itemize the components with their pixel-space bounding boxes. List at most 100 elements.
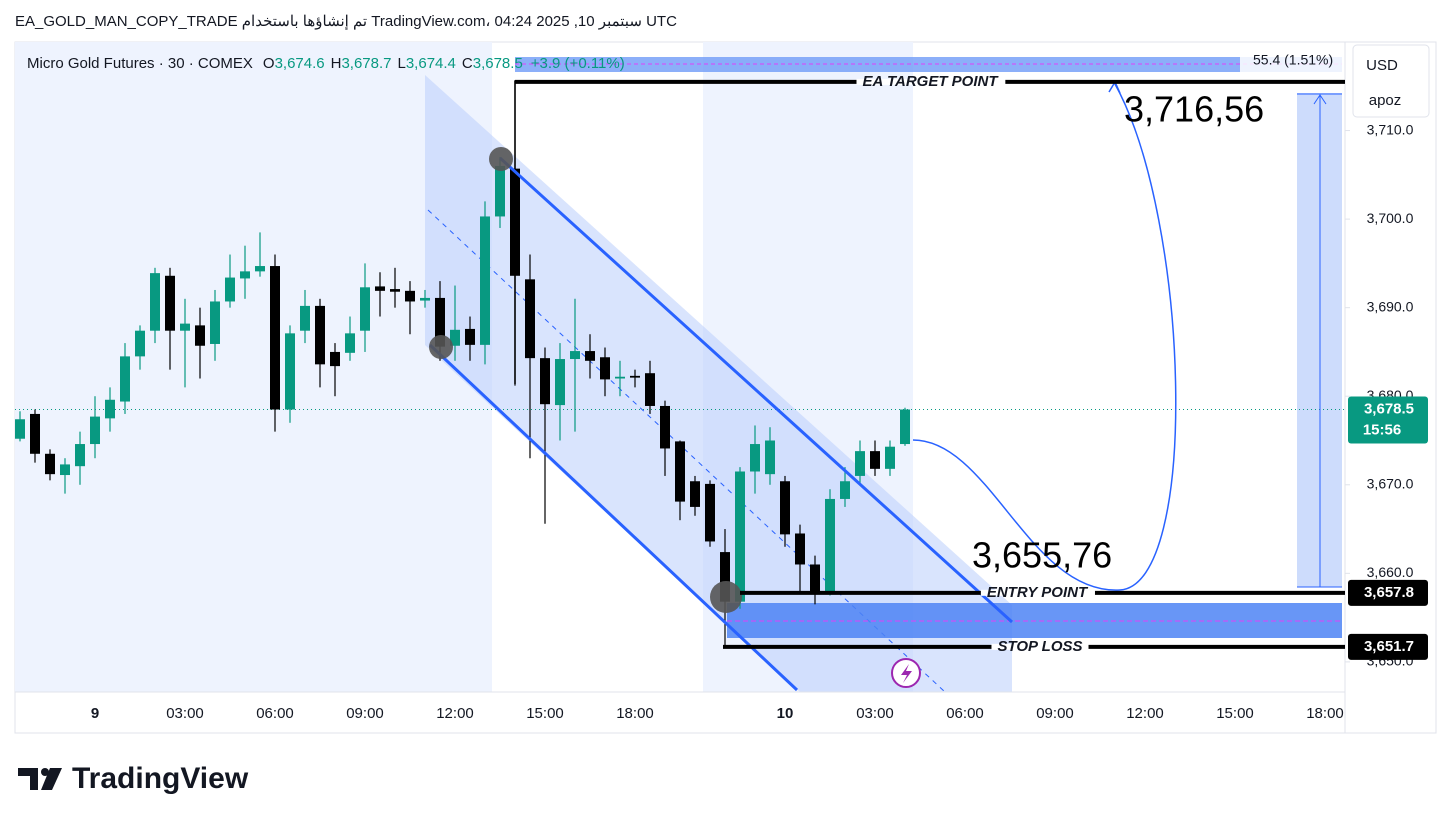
x-tick-label: 09:00 — [1036, 705, 1074, 722]
candle-body — [555, 359, 565, 406]
channel-fill — [425, 75, 1012, 692]
ohlc-value: 3,674.6 — [275, 55, 325, 72]
candle-body — [630, 375, 640, 378]
x-tick-label: 15:00 — [526, 705, 564, 722]
logo-mark — [18, 768, 38, 790]
x-tick-label: 18:00 — [1306, 705, 1344, 722]
candle-body — [480, 216, 490, 345]
level-label: STOP LOSS — [997, 638, 1082, 655]
candle-body — [465, 328, 475, 345]
measure-box — [1240, 44, 1344, 72]
candle-body — [450, 329, 460, 346]
candle-body — [315, 305, 325, 365]
candle-body — [750, 444, 760, 472]
x-tick-label: 15:00 — [1216, 705, 1254, 722]
candle-body — [105, 399, 115, 419]
axis-badge[interactable]: USD — [1366, 57, 1398, 74]
candle-body — [375, 286, 385, 291]
candle-body — [75, 444, 85, 467]
x-tick-label: 03:00 — [166, 705, 204, 722]
candle-body — [15, 419, 25, 439]
candle-body — [180, 323, 190, 331]
x-tick-label: 09:00 — [346, 705, 384, 722]
ohlc-name: L — [398, 55, 406, 72]
candle-body — [780, 481, 790, 535]
candle-body — [735, 471, 745, 602]
candle-body — [525, 279, 535, 359]
pivot — [710, 581, 742, 613]
candle-body — [405, 290, 415, 302]
candle-body — [585, 351, 595, 361]
candle-body — [225, 277, 235, 302]
axis: 3,650.03,660.03,670.03,680.03,690.03,700… — [91, 121, 1414, 722]
callout: 3,655,76 — [972, 535, 1112, 576]
candle-body — [345, 333, 355, 353]
candle-body — [30, 413, 40, 454]
price-label-box — [1348, 579, 1428, 606]
candle-body — [120, 356, 130, 402]
candle-body — [690, 481, 700, 507]
y-tick-label: 3,660.0 — [1367, 564, 1414, 580]
y-tick-label: 3,690.0 — [1367, 298, 1414, 314]
candle-body — [675, 441, 685, 502]
candle-body — [360, 287, 370, 331]
ohlc-name: C — [462, 55, 473, 72]
candle-body — [210, 301, 220, 344]
price-label: 3,651.7 — [1364, 638, 1414, 655]
candle-body — [795, 533, 805, 565]
brand: TradingView — [72, 762, 249, 795]
ohlc-name: O — [263, 55, 275, 72]
measure-label: 55.4 (1.51%) — [1253, 52, 1333, 68]
candle-body — [420, 297, 430, 301]
candle-body — [645, 373, 655, 406]
x-tick-label: 18:00 — [616, 705, 654, 722]
candle-body — [285, 333, 295, 410]
candle-body — [300, 305, 310, 331]
plot — [15, 80, 1345, 646]
x-tick-label: 06:00 — [946, 705, 984, 722]
countdown: 15:56 — [1363, 421, 1401, 438]
price-label-box — [1348, 396, 1428, 444]
level-label: ENTRY POINT — [987, 584, 1089, 601]
channel-mid — [427, 209, 946, 693]
callout: 3,716,56 — [1124, 89, 1264, 130]
y-tick-label: 3,700.0 — [1367, 210, 1414, 226]
change-label: +3.9 (+0.11%) — [531, 55, 625, 72]
logo: TradingView — [18, 762, 249, 795]
ohlc-value: 3,674.4 — [406, 55, 456, 72]
candle-body — [495, 165, 505, 217]
symbol-legend: Micro Gold Futures · 30 · COMEX O3,674.6 H… — [27, 55, 625, 72]
candle-body — [540, 358, 550, 405]
logo-mark — [41, 768, 49, 776]
candle-body — [255, 266, 265, 272]
candle-body — [240, 271, 250, 279]
event-bolt — [901, 664, 912, 683]
candle-body — [510, 168, 520, 276]
candle-body — [810, 564, 820, 592]
candle-body — [855, 451, 865, 476]
candle-body — [135, 330, 145, 357]
x-tick-label: 12:00 — [1126, 705, 1164, 722]
x-tick-label: 03:00 — [856, 705, 894, 722]
candle-body — [270, 266, 280, 410]
axis-badge[interactable]: apoz — [1369, 92, 1402, 109]
level-label-bg — [980, 589, 1095, 596]
candle-body — [570, 351, 580, 360]
ohlc-value: 3,678.7 — [341, 55, 391, 72]
arrowhead — [1313, 94, 1327, 105]
candle-body — [825, 498, 835, 592]
level-label-bg — [991, 643, 1089, 650]
candle-body — [90, 416, 100, 445]
candle-body — [705, 483, 715, 542]
ohlc-name: H — [331, 55, 342, 72]
candle-body — [600, 357, 610, 380]
price-label: 3,678.5 — [1364, 400, 1414, 417]
channel-lower — [428, 343, 799, 692]
price-label: 3,657.8 — [1364, 584, 1414, 601]
axis-badge-box — [1352, 44, 1430, 118]
price-label-box — [1348, 633, 1428, 660]
caption: EA_GOLD_MAN_COPY_TRADE تم إنشاؤها باستخد… — [15, 13, 677, 30]
symbol-title: Micro Gold Futures · 30 · COMEX — [27, 55, 253, 72]
